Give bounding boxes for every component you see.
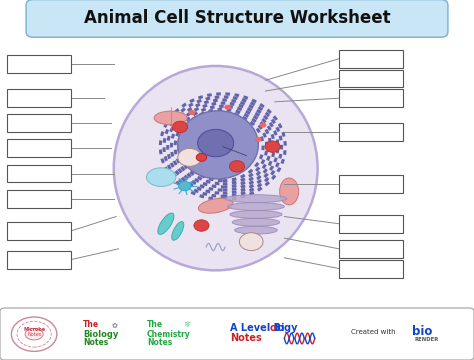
FancyBboxPatch shape xyxy=(339,260,403,278)
Ellipse shape xyxy=(280,178,299,205)
FancyBboxPatch shape xyxy=(7,190,71,208)
Text: Notes: Notes xyxy=(230,333,262,343)
FancyBboxPatch shape xyxy=(7,89,71,107)
FancyBboxPatch shape xyxy=(339,89,403,107)
FancyBboxPatch shape xyxy=(7,251,71,269)
Ellipse shape xyxy=(235,226,277,234)
Circle shape xyxy=(198,129,234,157)
Text: Biology: Biology xyxy=(83,330,118,339)
Text: Microbe: Microbe xyxy=(23,327,45,332)
Ellipse shape xyxy=(232,219,280,226)
Text: Animal Cell Structure Worksheet: Animal Cell Structure Worksheet xyxy=(84,9,390,27)
Text: Notes: Notes xyxy=(83,338,108,347)
Circle shape xyxy=(239,233,263,251)
Ellipse shape xyxy=(158,213,174,234)
Circle shape xyxy=(265,141,280,152)
Text: o: o xyxy=(270,323,276,333)
FancyBboxPatch shape xyxy=(26,0,448,37)
Text: The: The xyxy=(147,320,163,329)
Ellipse shape xyxy=(154,111,187,125)
Ellipse shape xyxy=(198,198,233,213)
Text: Chemistry: Chemistry xyxy=(147,330,191,339)
Circle shape xyxy=(196,153,207,161)
Circle shape xyxy=(260,123,266,127)
FancyBboxPatch shape xyxy=(7,139,71,157)
Text: Notes: Notes xyxy=(27,332,41,337)
Circle shape xyxy=(173,121,188,132)
Ellipse shape xyxy=(230,211,282,219)
Ellipse shape xyxy=(172,221,184,240)
Text: ⚛: ⚛ xyxy=(184,320,191,329)
Ellipse shape xyxy=(25,328,43,340)
Text: The: The xyxy=(83,320,99,329)
Ellipse shape xyxy=(228,203,284,211)
FancyBboxPatch shape xyxy=(339,175,403,193)
Ellipse shape xyxy=(114,66,318,270)
Circle shape xyxy=(179,181,191,191)
FancyBboxPatch shape xyxy=(339,240,403,258)
Text: A Level Bi: A Level Bi xyxy=(230,323,284,333)
Text: Notes: Notes xyxy=(147,338,172,347)
Ellipse shape xyxy=(146,168,176,186)
Text: bio: bio xyxy=(412,325,433,338)
Text: Created with: Created with xyxy=(351,329,395,335)
Text: logy: logy xyxy=(274,323,298,333)
Circle shape xyxy=(189,110,195,115)
Circle shape xyxy=(178,148,201,166)
FancyBboxPatch shape xyxy=(0,308,474,360)
Text: ✿: ✿ xyxy=(111,322,117,328)
Ellipse shape xyxy=(178,111,258,179)
FancyBboxPatch shape xyxy=(339,69,403,87)
FancyBboxPatch shape xyxy=(339,123,403,141)
Text: RENDER: RENDER xyxy=(415,337,439,342)
FancyBboxPatch shape xyxy=(7,55,71,73)
FancyBboxPatch shape xyxy=(7,114,71,132)
Circle shape xyxy=(224,105,231,110)
FancyBboxPatch shape xyxy=(339,215,403,233)
Circle shape xyxy=(229,161,245,172)
FancyBboxPatch shape xyxy=(7,165,71,183)
Circle shape xyxy=(194,220,209,231)
Circle shape xyxy=(11,317,57,351)
Circle shape xyxy=(255,137,262,142)
FancyBboxPatch shape xyxy=(7,222,71,240)
Ellipse shape xyxy=(225,195,287,203)
FancyBboxPatch shape xyxy=(339,50,403,68)
